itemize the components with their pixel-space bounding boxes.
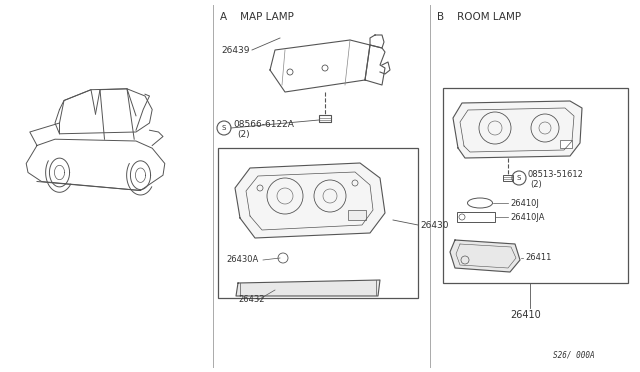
Bar — [348, 210, 366, 220]
Polygon shape — [236, 280, 380, 296]
Bar — [457, 212, 495, 222]
Text: 26410J: 26410J — [510, 199, 539, 208]
Text: 08513-51612: 08513-51612 — [528, 170, 584, 179]
Text: S26/ 000A: S26/ 000A — [554, 351, 595, 360]
Polygon shape — [235, 163, 385, 238]
Text: 26430: 26430 — [420, 221, 449, 230]
Bar — [443, 88, 628, 283]
Text: S: S — [517, 175, 521, 181]
Bar — [319, 115, 331, 122]
Text: 08566-6122A: 08566-6122A — [233, 119, 294, 128]
Text: 26410JA: 26410JA — [510, 212, 545, 221]
Polygon shape — [450, 240, 520, 272]
Text: 26432: 26432 — [238, 295, 264, 305]
Text: (2): (2) — [530, 180, 541, 189]
Polygon shape — [453, 101, 582, 158]
Text: (2): (2) — [237, 129, 250, 138]
Text: B    ROOM LAMP: B ROOM LAMP — [437, 12, 521, 22]
Bar — [560, 140, 572, 148]
Text: A    MAP LAMP: A MAP LAMP — [220, 12, 294, 22]
Text: 26410: 26410 — [510, 310, 541, 320]
Text: S: S — [222, 125, 226, 131]
Text: 26411: 26411 — [525, 253, 552, 263]
Text: 26430A: 26430A — [226, 256, 259, 264]
Bar — [503, 175, 513, 181]
Bar — [218, 148, 418, 298]
Text: 26439: 26439 — [221, 45, 250, 55]
